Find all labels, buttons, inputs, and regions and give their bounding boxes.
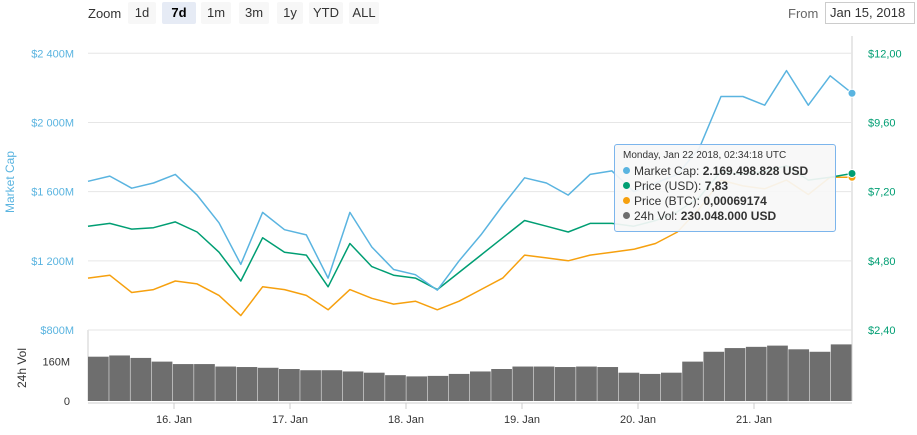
- tooltip-dot-icon: [623, 167, 630, 174]
- range-toolbar: Zoom 1d 7d 1m 3m 1y YTD ALL From: [0, 0, 917, 28]
- volume-bar: [342, 371, 364, 401]
- tooltip-value: 2.169.498.828 USD: [702, 164, 809, 178]
- x-axis-tick-label: 16. Jan: [156, 414, 192, 426]
- volume-bar: [385, 375, 406, 401]
- tooltip-dot-icon: [623, 197, 630, 204]
- right-axis-tick-label: $4,80: [868, 256, 896, 268]
- volume-bar: [194, 364, 215, 401]
- volume-axis-tick-label: 0: [64, 396, 70, 408]
- x-axis-tick-label: 19. Jan: [504, 414, 540, 426]
- tooltip-row-price-usd: Price (USD): 7,83: [623, 179, 827, 194]
- tooltip: Monday, Jan 22 2018, 02:34:18 UTC Market…: [614, 144, 836, 232]
- range-button-3m[interactable]: 3m: [239, 2, 269, 24]
- range-button-7d[interactable]: 7d: [162, 2, 196, 24]
- tooltip-dot-icon: [623, 212, 630, 219]
- series-line-market-cap: [87, 69, 853, 291]
- tooltip-label: Price (USD):: [634, 179, 702, 193]
- left-axis-tick-label: $800M: [40, 325, 74, 337]
- volume-bar: [830, 344, 852, 401]
- volume-bar: [448, 373, 470, 401]
- from-label: From: [788, 6, 819, 21]
- x-axis-tick-label: 18. Jan: [388, 414, 424, 426]
- left-axis-tick-label: $2 400M: [31, 48, 74, 60]
- right-axis-tick-label: $7,20: [868, 187, 896, 199]
- volume-bar: [427, 375, 449, 401]
- volume-bar: [682, 361, 703, 401]
- from-date-input[interactable]: [825, 2, 915, 24]
- volume-bar: [215, 366, 237, 401]
- volume-bar: [109, 355, 130, 401]
- tooltip-value: 0,00069174: [703, 194, 767, 208]
- volume-bar: [257, 367, 279, 401]
- tooltip-label: 24h Vol:: [634, 209, 678, 223]
- volume-bar: [491, 369, 512, 401]
- right-axis-tick-label: $12,00: [868, 48, 902, 60]
- tooltip-label: Price (BTC):: [634, 194, 700, 208]
- volume-bar: [533, 366, 555, 401]
- tooltip-dot-icon: [623, 182, 630, 189]
- volume-bar: [554, 367, 576, 401]
- left-axis-tick-label: $2 000M: [31, 117, 74, 129]
- left-axis-tick-label: $1 600M: [31, 187, 74, 199]
- x-axis-tick-label: 21. Jan: [736, 414, 772, 426]
- volume-bar: [809, 351, 831, 401]
- tooltip-row-volume: 24h Vol: 230.048.000 USD: [623, 209, 827, 224]
- volume-bar: [724, 348, 746, 401]
- volume-bar: [88, 356, 109, 401]
- volume-bar: [321, 370, 343, 401]
- volume-bar: [576, 366, 597, 401]
- left-axis-title: Market Cap: [3, 151, 17, 213]
- volume-bar: [788, 349, 810, 401]
- volume-bar: [639, 373, 661, 401]
- tooltip-date: Monday, Jan 22 2018, 02:34:18 UTC: [623, 150, 787, 161]
- volume-bar: [151, 361, 173, 401]
- left-axis-tick-label: $1 200M: [31, 256, 74, 268]
- right-axis-tick-label: $2,40: [868, 325, 896, 337]
- volume-bar: [300, 370, 321, 401]
- tooltip-value: 7,83: [704, 179, 729, 193]
- volume-bar: [470, 371, 491, 401]
- volume-bar: [172, 364, 194, 401]
- tooltip-label: Market Cap:: [634, 164, 700, 178]
- series-end-point: [847, 88, 857, 98]
- volume-bar: [236, 367, 258, 401]
- zoom-label: Zoom: [88, 6, 122, 21]
- range-button-1d[interactable]: 1d: [128, 2, 156, 24]
- range-button-all[interactable]: ALL: [349, 2, 379, 24]
- volume-bar: [279, 369, 300, 401]
- volume-bar: [130, 357, 152, 401]
- x-axis-tick-label: 20. Jan: [620, 414, 656, 426]
- range-button-1y[interactable]: 1y: [277, 2, 303, 24]
- volume-bar: [363, 372, 385, 401]
- tooltip-row-market-cap: Market Cap: 2.169.498.828 USD: [623, 164, 827, 179]
- volume-bar: [703, 351, 725, 401]
- volume-bar: [597, 367, 619, 401]
- x-axis-tick-label: 17. Jan: [272, 414, 308, 426]
- volume-bar: [661, 372, 682, 401]
- right-axis-tick-label: $9,60: [868, 117, 896, 129]
- series-end-point: [847, 168, 857, 178]
- volume-axis-title: 24h Vol: [15, 348, 29, 388]
- volume-bar: [512, 366, 534, 401]
- volume-bar: [767, 345, 788, 401]
- volume-axis-tick-label: 160M: [42, 357, 70, 369]
- volume-bar: [618, 372, 640, 401]
- volume-bar: [745, 346, 767, 401]
- tooltip-value: 230.048.000 USD: [680, 209, 777, 223]
- tooltip-row-price-btc: Price (BTC): 0,00069174: [623, 194, 827, 209]
- volume-bar: [406, 376, 428, 401]
- range-button-1m[interactable]: 1m: [201, 2, 231, 24]
- range-button-ytd[interactable]: YTD: [309, 2, 343, 24]
